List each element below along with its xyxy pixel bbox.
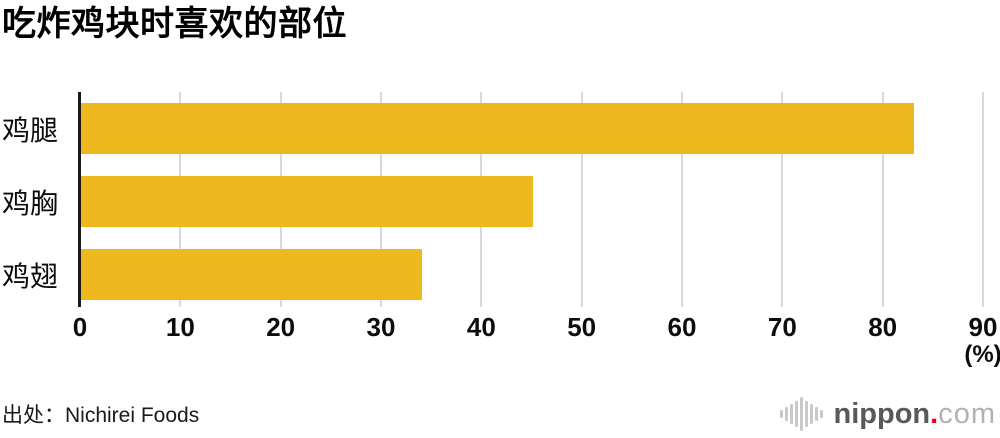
source-text: 出处：Nichirei Foods xyxy=(2,404,200,427)
nippon-logo: nippon.com xyxy=(779,393,997,435)
x-tick-label: 0 xyxy=(72,312,88,342)
waveform-bars-icon xyxy=(779,397,825,431)
x-axis-unit-label: (%) xyxy=(964,341,1000,368)
gridline xyxy=(580,92,583,307)
gridline xyxy=(881,92,884,307)
x-tick-label: 50 xyxy=(567,312,597,342)
gridline xyxy=(681,92,683,307)
x-tick-label: 70 xyxy=(767,312,797,342)
logo-red-dot: . xyxy=(930,397,939,430)
x-tick-label: 10 xyxy=(165,312,195,342)
bar xyxy=(81,249,423,300)
bar xyxy=(81,103,914,154)
chart-title: 吃炸鸡块时喜欢的部位 xyxy=(2,5,347,43)
category-label: 鸡腿 xyxy=(2,114,59,146)
plot-area xyxy=(78,92,984,307)
gridline xyxy=(982,92,984,307)
x-tick-label: 40 xyxy=(466,312,496,342)
y-axis-line xyxy=(78,92,81,307)
logo-wordmark: nippon xyxy=(833,397,931,430)
x-tick-label: 90 xyxy=(968,312,998,342)
logo-text: nippon.com xyxy=(833,397,997,430)
logo-tld: com xyxy=(938,397,996,430)
category-label: 鸡胸 xyxy=(2,187,59,219)
x-tick-label: 60 xyxy=(667,312,697,342)
x-tick-label: 80 xyxy=(868,312,898,342)
x-tick-label: 20 xyxy=(266,312,296,342)
x-tick-label: 30 xyxy=(366,312,396,342)
gridline xyxy=(781,92,784,307)
bar xyxy=(81,176,533,227)
category-label: 鸡翅 xyxy=(2,260,59,292)
